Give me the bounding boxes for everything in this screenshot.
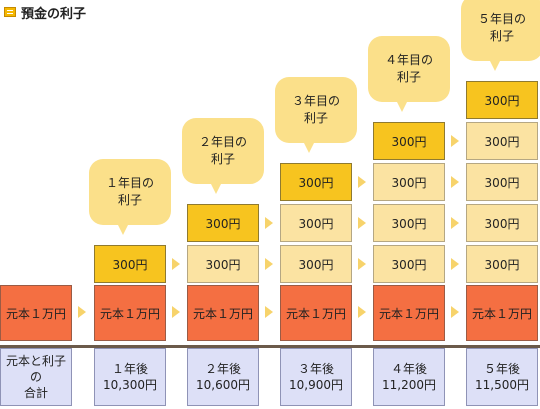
bubble-line: ２年目の — [198, 135, 247, 149]
interest-bubble: ４年目の利子 — [368, 36, 450, 112]
interest-bubble: ５年目の利子 — [461, 0, 540, 71]
total-line: 11,200円 — [382, 378, 436, 392]
year-total-box: １年後 10,300円 — [94, 348, 166, 406]
title-text: 預金の利子 — [21, 6, 87, 22]
principal-box: 元本１万円 — [0, 285, 72, 341]
arrow-right — [78, 306, 86, 318]
diagram-title: 預金の利子 — [4, 2, 86, 22]
arrow-right — [358, 217, 366, 229]
interest-box: 300円 — [373, 245, 445, 283]
arrow-right — [265, 306, 273, 318]
year-total-box: ５年後 11,500円 — [466, 348, 538, 406]
principal-box: 元本１万円 — [466, 285, 538, 341]
total-line: 10,600円 — [196, 378, 250, 392]
arrow-right — [451, 217, 459, 229]
total-line: 11,500円 — [475, 378, 529, 392]
arrow-right — [172, 258, 180, 270]
arrow-right — [265, 258, 273, 270]
interest-bubble: ３年目の利子 — [275, 77, 357, 153]
total-line: 10,300円 — [103, 378, 157, 392]
total-line-2: 合計 — [23, 386, 48, 400]
arrow-right — [265, 217, 273, 229]
initial-total-box: 元本と利子の 合計 — [0, 348, 72, 406]
interest-box: 300円 — [466, 122, 538, 160]
bubble-line: ５年目の — [477, 12, 526, 26]
arrow-right — [358, 176, 366, 188]
principal-box: 元本１万円 — [373, 285, 445, 341]
interest-box: 300円 — [466, 204, 538, 242]
bubble-line: 利子 — [303, 111, 328, 125]
bubble-line: 利子 — [396, 70, 421, 84]
year-total-box: ４年後 11,200円 — [373, 348, 445, 406]
interest-bubble: １年目の利子 — [89, 159, 171, 235]
bubble-line: 利子 — [117, 193, 142, 207]
interest-box: 300円 — [280, 245, 352, 283]
baseline — [0, 345, 540, 348]
year-total-box: ３年後 10,900円 — [280, 348, 352, 406]
interest-box: 300円 — [466, 245, 538, 283]
interest-bubble: ２年目の利子 — [182, 118, 264, 194]
interest-box: 300円 — [373, 163, 445, 201]
arrow-right — [172, 306, 180, 318]
new-interest-box: 300円 — [373, 122, 445, 160]
bubble-line: 利子 — [489, 29, 514, 43]
arrow-right — [451, 306, 459, 318]
arrow-right — [358, 306, 366, 318]
new-interest-box: 300円 — [280, 163, 352, 201]
total-line-1: 元本と利子の — [5, 354, 66, 384]
bubble-line: １年目の — [105, 176, 154, 190]
principal-box: 元本１万円 — [94, 285, 166, 341]
total-line: １年後 — [111, 362, 148, 376]
new-interest-box: 300円 — [187, 204, 259, 242]
total-line: ２年後 — [204, 362, 241, 376]
new-interest-box: 300円 — [466, 81, 538, 119]
interest-box: 300円 — [466, 163, 538, 201]
arrow-right — [451, 176, 459, 188]
total-line: ４年後 — [390, 362, 427, 376]
list-icon — [4, 7, 16, 17]
total-line: 10,900円 — [289, 378, 343, 392]
principal-box: 元本１万円 — [187, 285, 259, 341]
interest-box: 300円 — [373, 204, 445, 242]
arrow-right — [451, 258, 459, 270]
interest-box: 300円 — [187, 245, 259, 283]
new-interest-box: 300円 — [94, 245, 166, 283]
total-line: ５年後 — [483, 362, 520, 376]
principal-box: 元本１万円 — [280, 285, 352, 341]
total-line: ３年後 — [297, 362, 334, 376]
year-total-box: ２年後 10,600円 — [187, 348, 259, 406]
arrow-right — [358, 258, 366, 270]
bubble-line: ４年目の — [384, 53, 433, 67]
interest-box: 300円 — [280, 204, 352, 242]
arrow-right — [451, 135, 459, 147]
bubble-line: ３年目の — [291, 94, 340, 108]
bubble-line: 利子 — [210, 152, 235, 166]
